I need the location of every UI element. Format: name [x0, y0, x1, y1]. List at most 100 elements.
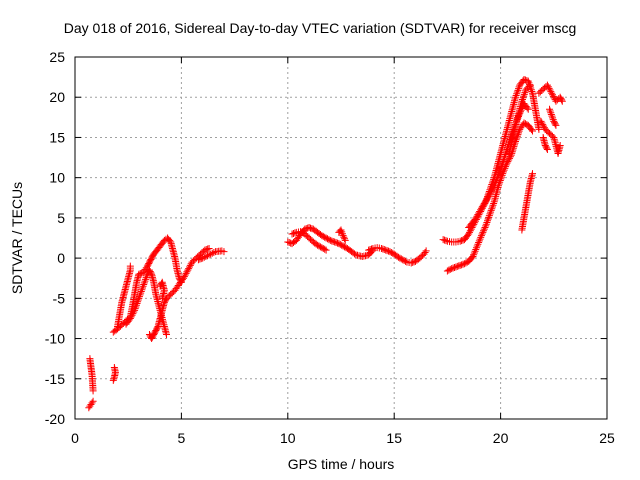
data-point [512, 136, 520, 144]
data-point [322, 234, 330, 242]
data-point [478, 203, 486, 211]
data-point [475, 239, 483, 247]
data-point [442, 237, 450, 245]
data-point [545, 84, 553, 92]
data-point [472, 246, 480, 254]
data-point [321, 233, 329, 241]
data-point [492, 177, 500, 185]
data-point [336, 240, 344, 248]
data-point [490, 200, 498, 208]
y-tick-label: 15 [49, 129, 65, 145]
data-point [142, 275, 150, 283]
data-point [183, 268, 191, 276]
data-point [380, 246, 388, 254]
data-point [147, 269, 155, 277]
data-point [136, 291, 144, 299]
data-point [316, 243, 324, 251]
data-point [306, 224, 314, 232]
data-point [512, 91, 520, 99]
data-point [319, 244, 327, 252]
x-axis-label: GPS time / hours [287, 456, 395, 472]
data-point [480, 200, 488, 208]
y-tick-label: 0 [57, 250, 65, 266]
data-point [500, 156, 508, 164]
data-point [458, 237, 466, 245]
data-point [485, 192, 493, 200]
data-point [546, 107, 554, 115]
y-tick-label: -10 [45, 331, 65, 347]
data-point [396, 254, 404, 262]
x-tick-label: 25 [599, 430, 615, 446]
data-point [472, 214, 480, 222]
data-point [341, 243, 349, 251]
data-point [315, 242, 323, 250]
data-point [486, 210, 494, 218]
data-point [184, 266, 192, 274]
data-point [538, 119, 546, 127]
data-point [486, 189, 494, 197]
data-point [558, 97, 566, 105]
data-point [484, 215, 492, 223]
data-point [558, 96, 566, 104]
data-point [288, 230, 296, 238]
data-point [402, 257, 410, 265]
data-point [513, 132, 521, 140]
data-point [482, 220, 490, 228]
grid [75, 57, 607, 419]
data-point [131, 306, 139, 314]
data-point [494, 172, 502, 180]
data-point [487, 188, 495, 196]
x-tick-label: 5 [178, 430, 186, 446]
data-point [194, 256, 202, 264]
data-point [520, 92, 528, 100]
data-point [338, 241, 346, 249]
data-point [128, 311, 136, 319]
data-point [549, 116, 557, 124]
data-point [478, 230, 486, 238]
data-point [520, 119, 528, 127]
data-point [324, 235, 332, 243]
data-point [153, 324, 161, 332]
data-point [399, 256, 407, 264]
data-point [139, 282, 147, 290]
data-point [518, 96, 526, 104]
data-point [529, 127, 537, 135]
data-point [462, 259, 470, 267]
data-point [498, 162, 506, 170]
x-tick-label: 20 [493, 430, 509, 446]
data-point [131, 305, 139, 313]
data-point [460, 260, 468, 268]
data-point [495, 169, 503, 177]
data-point [497, 166, 505, 174]
data-point [497, 164, 505, 172]
data-point [158, 294, 166, 302]
data-point [465, 230, 473, 238]
data-point [488, 205, 496, 213]
data-point [89, 397, 97, 405]
data-point [400, 257, 408, 265]
data-point [319, 232, 327, 240]
data-point [551, 120, 559, 128]
data-point [480, 225, 488, 233]
data-point [407, 259, 415, 267]
data-point [298, 228, 306, 236]
data-point [110, 375, 118, 383]
data-point [513, 134, 521, 142]
y-axis-label: SDTVAR / TECUs [9, 181, 25, 295]
data-point [130, 308, 138, 316]
data-point [475, 209, 483, 217]
data-point [520, 90, 528, 98]
data-point [322, 246, 330, 254]
data-point [132, 301, 140, 309]
data-point [185, 263, 193, 271]
data-point [473, 212, 481, 220]
data-point [394, 253, 402, 261]
data-point [386, 248, 394, 256]
data-point [476, 207, 484, 215]
data-point [110, 364, 118, 372]
data-point [473, 242, 481, 250]
data-point [134, 298, 142, 306]
data-point [135, 293, 143, 301]
data-point [339, 242, 347, 250]
data-point [476, 235, 484, 243]
